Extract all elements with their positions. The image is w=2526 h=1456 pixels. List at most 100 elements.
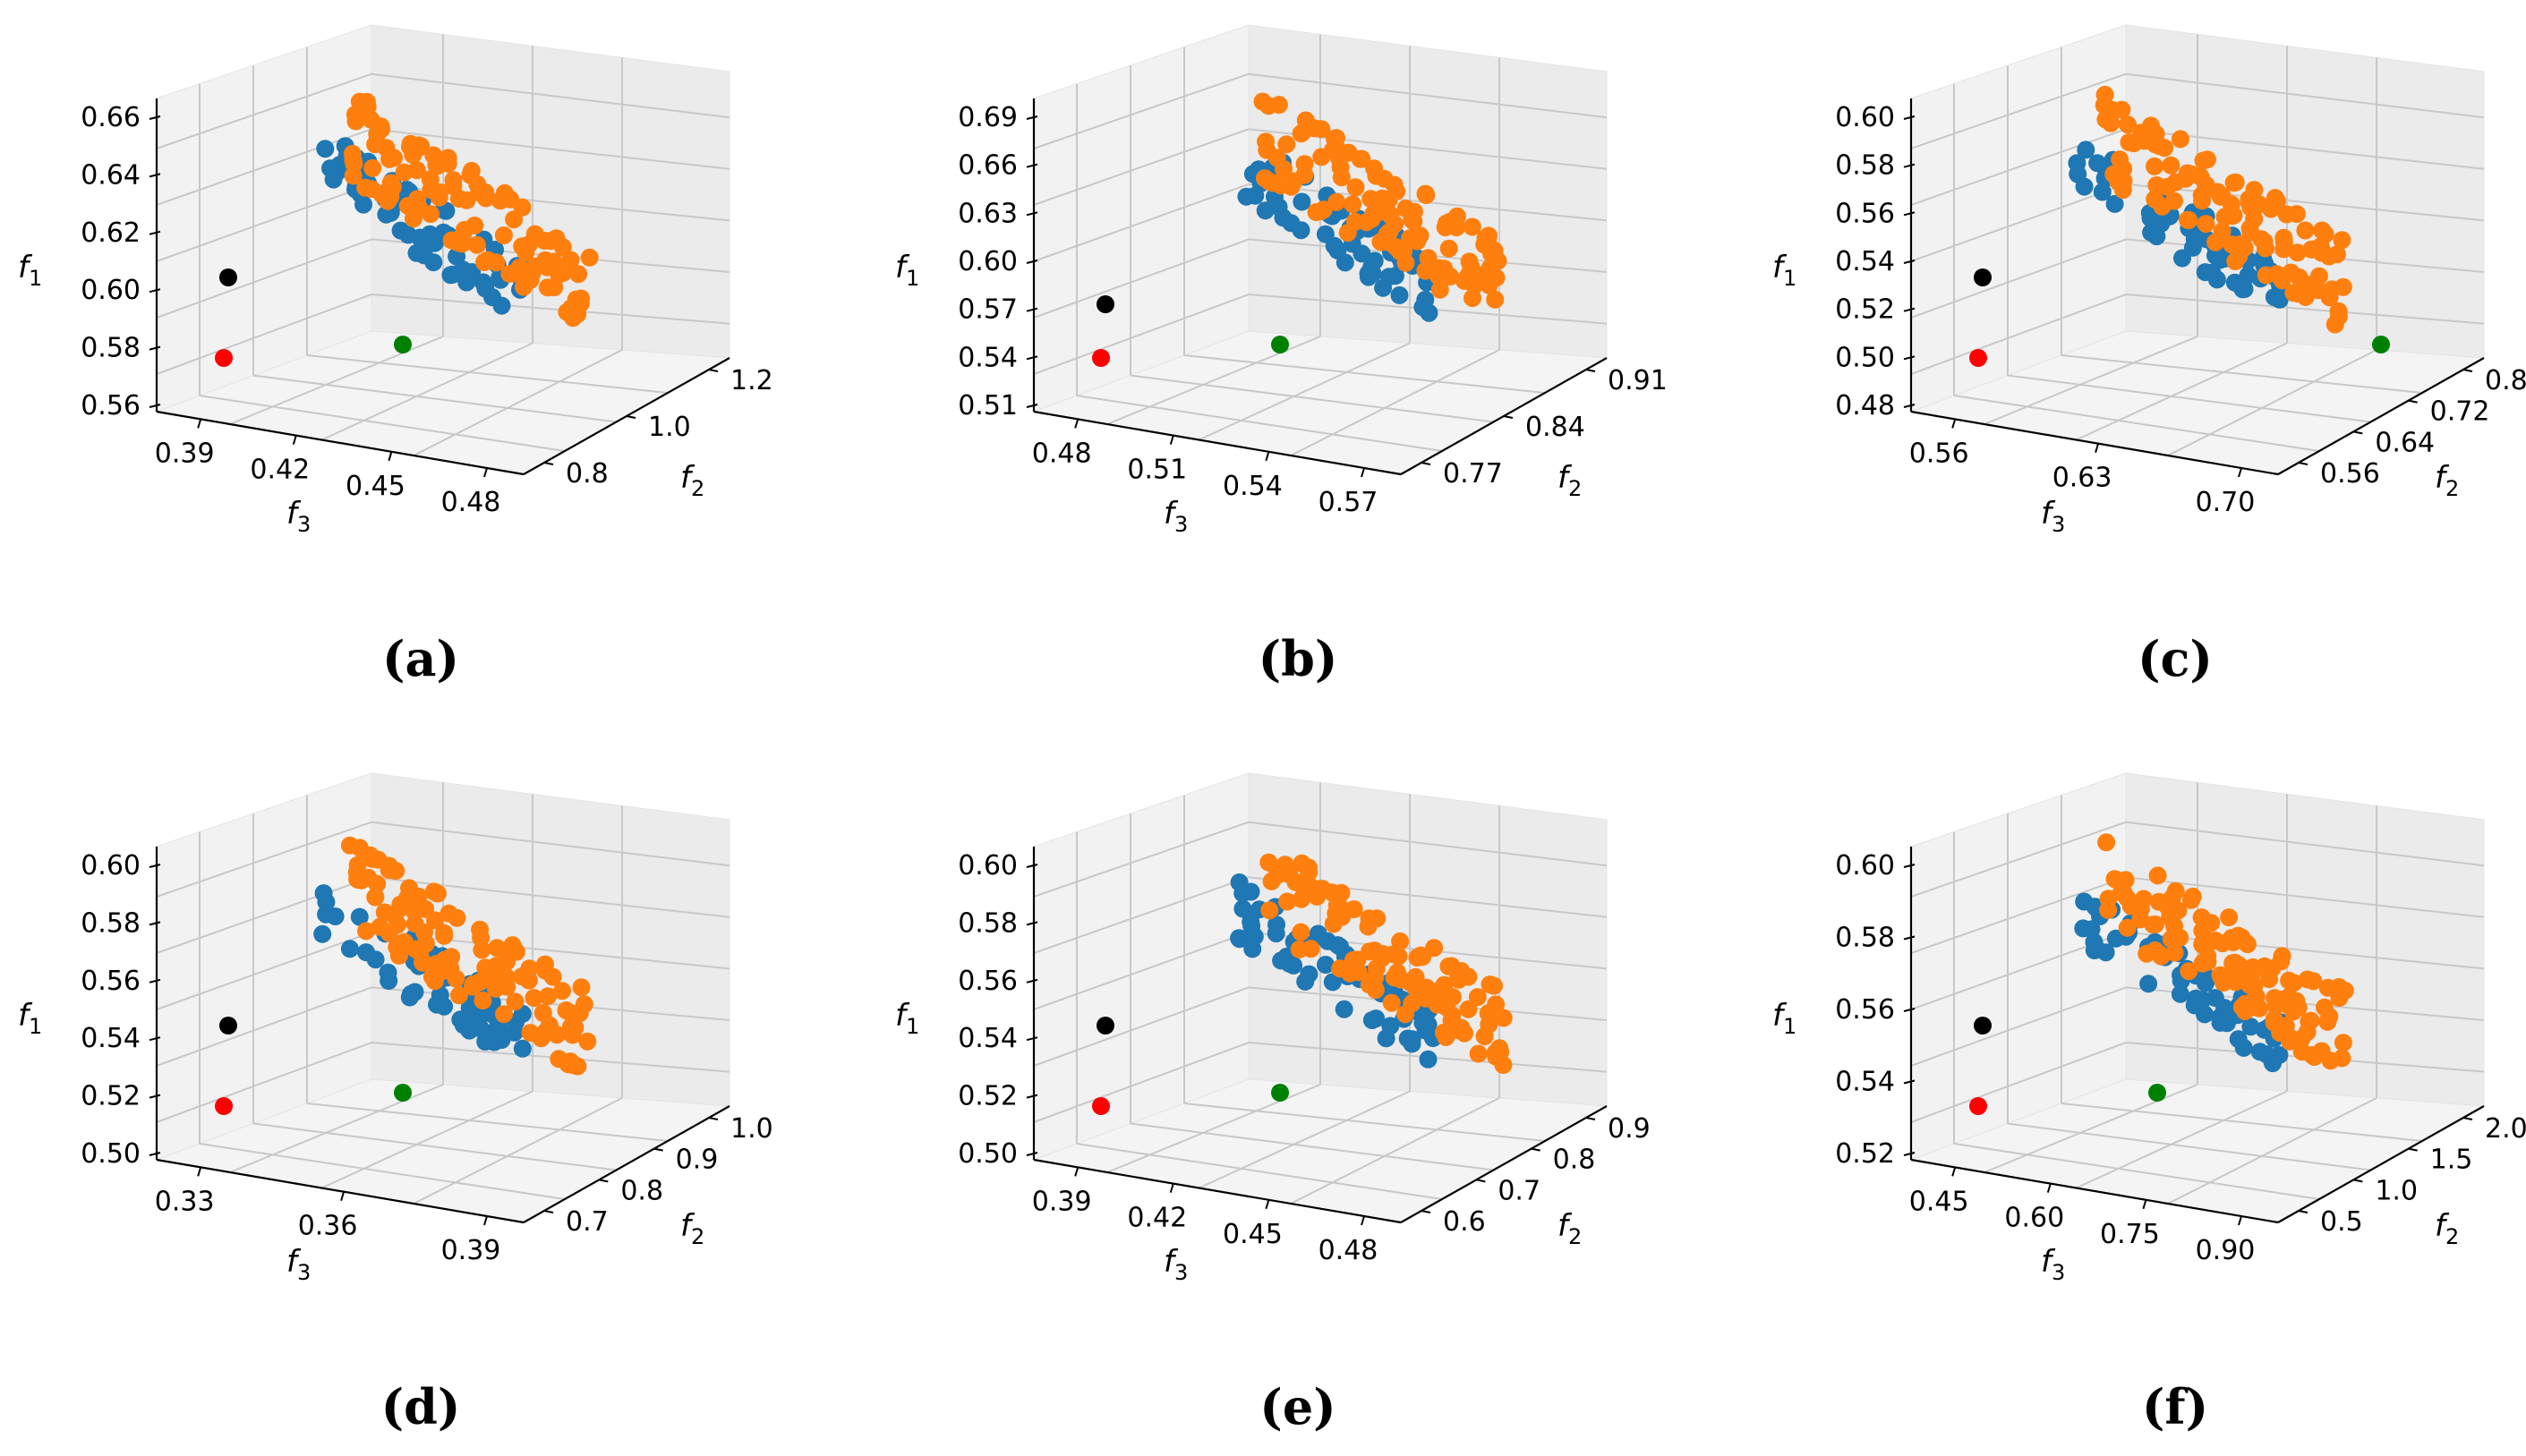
z-tick bbox=[1903, 115, 1916, 120]
panel-label: (e) bbox=[1259, 1378, 1336, 1435]
z-tick-label: 0.66 bbox=[958, 150, 1018, 182]
point-series-b bbox=[1455, 271, 1473, 290]
point-series-b bbox=[2147, 176, 2166, 194]
point-series-b bbox=[371, 117, 390, 136]
grid-line-floor bbox=[321, 342, 533, 441]
point-series-b bbox=[1475, 235, 1494, 254]
x-tick-label: 0.45 bbox=[1909, 1186, 1969, 1217]
z-tick-label: 0.63 bbox=[958, 198, 1018, 229]
z-tick-label: 0.52 bbox=[1835, 294, 1895, 326]
x-tick bbox=[2238, 1215, 2242, 1226]
y-tick bbox=[2298, 462, 2308, 465]
point-series-a bbox=[1419, 1050, 1438, 1069]
y-tick-label: 1.0 bbox=[2375, 1175, 2418, 1206]
grid-line-floor bbox=[199, 395, 566, 452]
grid-line-floor bbox=[1076, 1143, 1443, 1200]
point-series-a bbox=[1336, 253, 1354, 272]
point-series-b bbox=[521, 270, 540, 289]
axis-lines bbox=[1909, 847, 2485, 1224]
grid-line-floor bbox=[413, 349, 623, 456]
point-series-a bbox=[1420, 303, 1438, 322]
point-series-a bbox=[1300, 965, 1318, 983]
point-series-b bbox=[377, 139, 396, 158]
z-tick bbox=[149, 404, 161, 408]
point-series-b bbox=[436, 950, 454, 969]
point-series-b bbox=[578, 1032, 597, 1051]
point-series-b bbox=[422, 967, 441, 986]
back-pane bbox=[2125, 24, 2485, 359]
z-tick bbox=[149, 978, 161, 983]
point-series-b bbox=[495, 186, 514, 205]
grid-line-floor bbox=[413, 1097, 623, 1205]
z-tick-label: 0.60 bbox=[1835, 850, 1895, 881]
point-series-b bbox=[2325, 315, 2344, 334]
grid-line-floor bbox=[1076, 395, 1443, 452]
point-series-b bbox=[1489, 251, 1507, 270]
point-series-b bbox=[1375, 169, 1394, 188]
grid-line-z bbox=[1033, 128, 1608, 206]
z-tick-label: 0.58 bbox=[1835, 150, 1895, 182]
z-tick-label: 0.48 bbox=[1835, 390, 1895, 421]
z-axis-label: f1 bbox=[1772, 998, 1796, 1039]
point-series-b bbox=[2146, 135, 2164, 154]
y-tick-label: 0.9 bbox=[1608, 1113, 1651, 1145]
x-tick bbox=[483, 1215, 488, 1226]
x-tick bbox=[1169, 435, 1174, 445]
z-tick bbox=[1026, 163, 1038, 168]
point-series-b bbox=[2171, 130, 2189, 149]
point-series-b bbox=[1404, 212, 1423, 231]
point-series-a bbox=[476, 279, 495, 298]
point-series-b bbox=[428, 884, 447, 903]
point-series-a bbox=[2088, 154, 2107, 173]
point-series-b bbox=[1419, 249, 1438, 268]
grid-line-floor bbox=[2076, 342, 2288, 441]
point-series-b bbox=[1323, 883, 1342, 902]
point-series-b bbox=[2280, 971, 2299, 990]
point-series-b bbox=[1468, 988, 1487, 1007]
x-tick bbox=[1951, 419, 1957, 429]
point-series-b bbox=[1257, 132, 1275, 151]
point-series-b bbox=[1357, 213, 1376, 232]
y-tick-label: 0.91 bbox=[1608, 365, 1668, 396]
point-series-b bbox=[408, 190, 427, 209]
z-tick bbox=[1903, 307, 1916, 312]
grid-line-z bbox=[1910, 238, 2485, 319]
y-tick-label: 0.8 bbox=[1553, 1145, 1596, 1176]
point-series-a bbox=[1362, 1011, 1381, 1029]
point-series-b bbox=[472, 928, 491, 947]
z-tick-label: 0.56 bbox=[1835, 198, 1895, 229]
point-series-b bbox=[2206, 932, 2224, 949]
y-axis-label: f2 bbox=[680, 1208, 704, 1249]
point-series-b bbox=[1469, 1044, 1488, 1063]
x-axis-label: f3 bbox=[286, 496, 311, 537]
point-series-b bbox=[500, 264, 519, 283]
y-tick-label: 0.64 bbox=[2375, 427, 2435, 458]
point-series-b bbox=[350, 839, 369, 857]
point-series-b bbox=[381, 187, 400, 206]
z-axis-label: f1 bbox=[895, 998, 919, 1039]
point-series-b bbox=[347, 863, 366, 881]
point-series-b bbox=[2096, 110, 2115, 129]
y-tick-label: 0.8 bbox=[566, 458, 609, 490]
point-series-b bbox=[567, 290, 585, 309]
point-series-b bbox=[363, 180, 381, 199]
point-series-b bbox=[1396, 253, 1415, 272]
point-series-b bbox=[409, 887, 428, 906]
y-tick-label: 1.0 bbox=[648, 412, 691, 443]
point-reference-green bbox=[1271, 336, 1289, 353]
point-series-b bbox=[2304, 972, 2323, 991]
grid-line-z bbox=[1033, 1041, 1608, 1123]
z-tick bbox=[1026, 404, 1038, 408]
x-tick-label: 0.39 bbox=[155, 438, 215, 469]
z-tick-label: 0.56 bbox=[1835, 994, 1895, 1026]
point-series-b bbox=[2138, 944, 2156, 963]
point-series-b bbox=[2193, 921, 2212, 940]
z-tick-label: 0.50 bbox=[1835, 342, 1895, 373]
z-tick bbox=[149, 230, 161, 235]
point-series-b bbox=[1344, 195, 1362, 214]
y-tick bbox=[543, 1210, 554, 1213]
gridlines bbox=[1033, 34, 1608, 456]
x-tick-label: 0.63 bbox=[2052, 463, 2112, 494]
grid-line-z bbox=[156, 1041, 730, 1123]
y-axis-line bbox=[1400, 1105, 1608, 1223]
